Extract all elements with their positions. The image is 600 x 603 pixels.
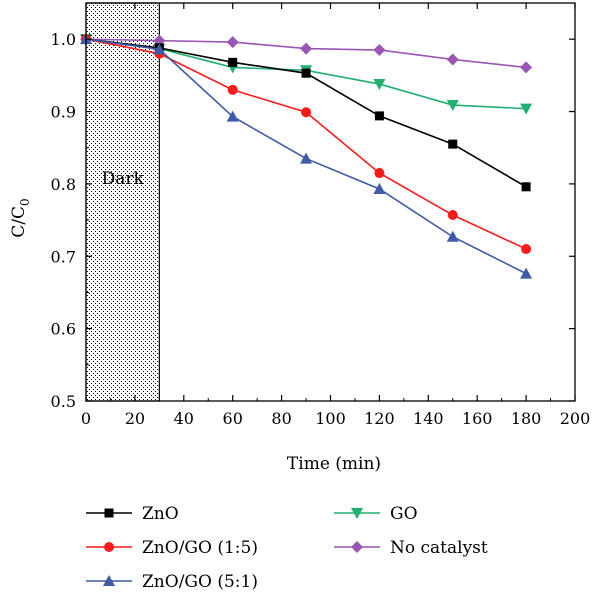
data-point — [301, 68, 311, 78]
data-point — [300, 152, 313, 164]
data-point — [301, 107, 312, 118]
x-tick-label: 80 — [271, 409, 291, 428]
data-point — [227, 84, 238, 95]
x-tick-label: 20 — [125, 409, 145, 428]
legend-marker — [103, 575, 115, 586]
tick-labels: 0 20 40 60 80 100 120 140 160 180 200 0.5 0.6 0.7 0.8 0… — [51, 30, 591, 428]
data-point — [447, 210, 458, 221]
x-tick-label: 140 — [413, 409, 444, 428]
data-point — [521, 182, 531, 192]
dark-region-shade — [85, 2, 160, 402]
legend-marker — [351, 508, 363, 519]
data-point — [520, 61, 533, 74]
data-point — [300, 42, 313, 55]
data-point — [374, 111, 384, 121]
data-point — [448, 139, 458, 149]
data-point — [521, 244, 532, 255]
legend-label: GO — [390, 504, 418, 524]
legend-item: No catalyst — [334, 538, 488, 558]
legend-label: ZnO — [142, 504, 179, 524]
y-tick-label: 0.6 — [51, 320, 76, 339]
dark-region-label: Dark — [102, 169, 145, 189]
data-point — [520, 267, 533, 279]
legend-item: ZnO — [86, 504, 179, 524]
data-point — [374, 168, 385, 179]
x-tick-label: 100 — [315, 409, 346, 428]
data-point — [373, 182, 386, 194]
legend-label: No catalyst — [390, 538, 488, 558]
x-tick-label: 180 — [511, 409, 542, 428]
x-tick-label: 40 — [174, 409, 194, 428]
data-point — [226, 36, 239, 49]
x-tick-label: 200 — [560, 409, 591, 428]
y-tick-label: 0.7 — [51, 247, 76, 266]
y-tick-label: 0.5 — [51, 392, 76, 411]
data-point — [446, 100, 459, 112]
y-tick-label: 0.8 — [51, 175, 76, 194]
data-point — [373, 44, 386, 57]
data-point — [446, 53, 459, 66]
legend-label: ZnO/GO (5:1) — [142, 572, 258, 592]
data-point — [446, 230, 459, 242]
legend-marker — [104, 542, 114, 552]
series-zno-go-5-1 — [80, 33, 533, 279]
legend: ZnO ZnO/GO (1:5) ZnO/GO (5:1) GO No catalyst — [86, 504, 488, 592]
x-tick-label: 160 — [462, 409, 493, 428]
legend-item: ZnO/GO (5:1) — [86, 572, 258, 592]
y-axis-title-main: C/C — [9, 206, 29, 238]
y-tick-label: 1.0 — [51, 30, 76, 49]
legend-marker — [351, 541, 363, 553]
y-tick-label: 0.9 — [51, 103, 76, 122]
x-tick-label: 120 — [364, 409, 395, 428]
y-axis-title: C/C0 — [9, 198, 32, 237]
axes — [85, 2, 576, 402]
y-axis-title-subscript: 0 — [18, 198, 32, 206]
data-point — [228, 57, 238, 67]
data-point — [153, 43, 166, 55]
x-axis-title: Time (min) — [287, 454, 381, 474]
x-tick-label: 60 — [223, 409, 243, 428]
data-point — [373, 79, 386, 91]
series-group — [80, 33, 533, 279]
axis-titles: Time (min) C/C0 — [9, 198, 381, 474]
data-point — [520, 103, 533, 115]
legend-item: GO — [334, 504, 418, 524]
legend-label: ZnO/GO (1:5) — [142, 538, 258, 558]
data-point — [226, 110, 239, 122]
x-tick-label: 0 — [81, 409, 91, 428]
legend-marker — [104, 508, 114, 518]
dark-region: Dark — [85, 2, 160, 402]
legend-item: ZnO/GO (1:5) — [86, 538, 258, 558]
